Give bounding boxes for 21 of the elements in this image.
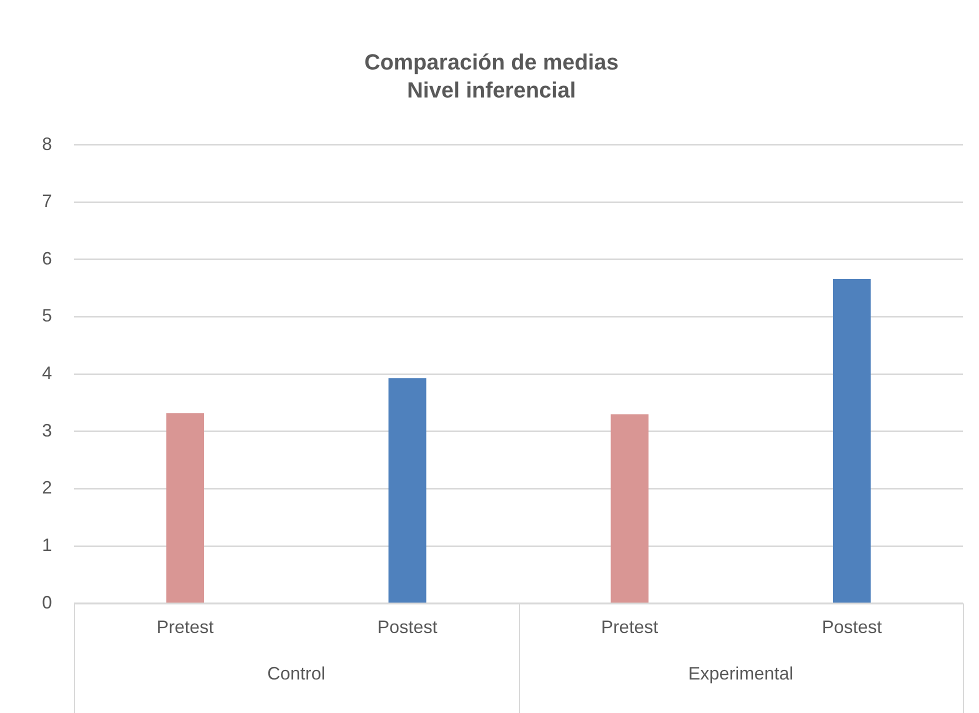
y-tick-label: 4 <box>42 363 52 384</box>
text: Control <box>267 663 326 684</box>
y-tick-label: 5 <box>42 306 52 326</box>
bar <box>610 414 649 603</box>
bar <box>166 413 204 603</box>
y-tick-label: 3 <box>42 420 52 440</box>
chart-title: Comparación de medias <box>364 49 619 74</box>
bar <box>832 278 871 603</box>
x-tick-label: Postest <box>377 617 438 638</box>
y-tick-label: 2 <box>42 478 52 498</box>
x-tick-label: Postest <box>822 617 882 638</box>
y-tick-label: 1 <box>42 535 52 556</box>
y-tick-label: 8 <box>42 134 52 154</box>
y-tick-label: 6 <box>42 248 52 268</box>
y-tick-label: 7 <box>42 191 52 212</box>
bar <box>388 378 426 603</box>
text: Experimental <box>688 663 794 684</box>
x-tick-label: Pretest <box>601 617 658 638</box>
chart-subtitle: Nivel inferencial <box>407 78 576 103</box>
x-tick-label: Pretest <box>156 617 214 638</box>
y-tick-label: 0 <box>42 592 52 612</box>
